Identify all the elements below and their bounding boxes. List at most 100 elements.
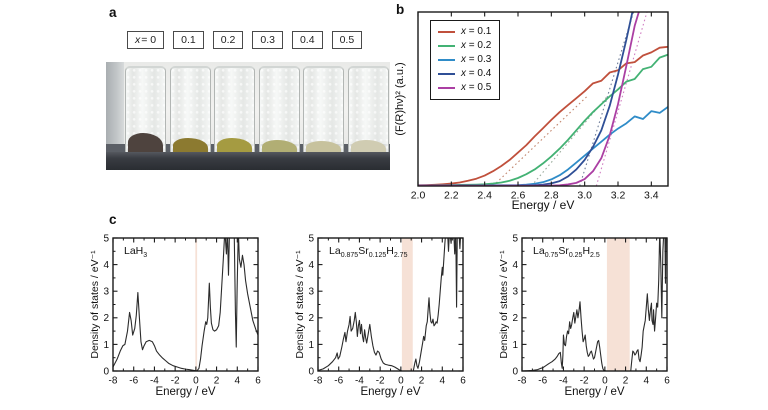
- y-axis-label: Density of states / eV⁻¹: [294, 250, 306, 359]
- legend-label: x = 0.3: [461, 54, 492, 65]
- legend-swatch: [438, 72, 455, 76]
- panel-b-label: b: [396, 2, 405, 17]
- legend-item: x = 0.1: [438, 26, 491, 38]
- y-axis-label: Density of states / eV⁻¹: [498, 250, 510, 359]
- x-tick-label: 0: [193, 376, 199, 387]
- dos-plot-la075: -8 -6 -4 -2 0 2 4 6 0 1 2 3 4 5 Energy / eV Density of …: [497, 228, 679, 400]
- legend-label: x = 0.2: [461, 40, 492, 51]
- legend-label: x = 0.1: [461, 26, 492, 37]
- x-tick-label: -8: [518, 376, 527, 387]
- extrapolation-line: [579, 12, 635, 186]
- legend-item: x = 0.3: [438, 54, 491, 66]
- plot-frame: [417, 11, 669, 187]
- x-tick-label: 6: [460, 376, 466, 387]
- y-tick-label: 3: [512, 287, 518, 298]
- series-line-total-dos: [522, 238, 667, 371]
- legend: x = 0.1 x = 0.2 x = 0.3 x = 0.4 x = 0.5: [430, 20, 501, 100]
- tauc-plot: 2.0 2.2 2.4 2.6 2.8 3.0 3.2 3.4 Energy / eV (F(R)…: [390, 0, 692, 214]
- x-axis-label: Energy / eV: [512, 198, 575, 212]
- x-tick-label: -6: [538, 376, 547, 387]
- legend-item: x = 0.4: [438, 68, 491, 80]
- x-tick-label: -2: [580, 376, 589, 387]
- y-tick-label: 4: [512, 260, 518, 271]
- sample-label-box: 0.4: [291, 31, 323, 49]
- y-tick-label: 4: [103, 260, 109, 271]
- dos-plot-lah3: -8 -6 -4 -2 0 2 4 6 0 1 2 3 4 5 Energy / eV Density of …: [88, 228, 270, 400]
- tauc-plot-svg: 2.0 2.2 2.4 2.6 2.8 3.0 3.2 3.4 Energy / eV (F(R)…: [394, 11, 669, 212]
- x-tick-label: -2: [171, 376, 180, 387]
- y-tick-label: 5: [103, 233, 109, 244]
- sample-vial-5: [347, 66, 389, 163]
- x-tick-label: 2: [214, 376, 220, 387]
- x-tick-label: 2.0: [411, 190, 426, 202]
- x-tick-label: 0: [602, 376, 608, 387]
- x-axis-label: Energy / eV: [564, 386, 624, 398]
- y-tick-label: 3: [103, 287, 109, 298]
- sample-label-row: x = 0 0.1 0.2 0.3 0.4 0.5: [127, 31, 363, 49]
- x-axis-label: Energy / eV: [155, 386, 215, 398]
- x-tick-label: -4: [150, 376, 159, 387]
- legend-item: x = 0.2: [438, 40, 491, 52]
- x-tick-label: 2: [623, 376, 629, 387]
- x-tick-label: 2.6: [511, 190, 526, 202]
- legend-swatch: [438, 30, 455, 34]
- series-line-x=0.3: [418, 106, 668, 186]
- y-tick-label: 5: [308, 233, 314, 244]
- y-tick-label: 1: [308, 340, 314, 351]
- series-line-total-dos: [113, 238, 258, 371]
- x-tick-label: -4: [559, 376, 568, 387]
- x-tick-label: -4: [355, 376, 364, 387]
- x-tick-label: 2.2: [444, 190, 459, 202]
- x-tick-label: 6: [664, 376, 670, 387]
- legend-item: x = 0.5: [438, 82, 491, 94]
- y-tick-label: 0: [512, 366, 518, 377]
- x-tick-label: -8: [314, 376, 323, 387]
- x-tick-label: 2.8: [544, 190, 559, 202]
- sample-vial-4: [303, 66, 344, 163]
- sample-label-box: 0.1: [173, 31, 204, 49]
- chemical-formula-label: La0.875Sr0.125H2.75: [329, 245, 408, 260]
- x-axis-label: Energy / eV: [360, 386, 420, 398]
- legend-swatch: [438, 58, 455, 62]
- vial-rack-front-rail: [106, 152, 390, 170]
- x-tick-label: -2: [376, 376, 385, 387]
- y-axis-label: Density of states / eV⁻¹: [89, 250, 101, 359]
- chemical-formula-label: LaH3: [124, 245, 148, 260]
- y-axis-label: (F(R)hν)² (a.u.): [394, 62, 406, 135]
- x-tick-label: -8: [109, 376, 118, 387]
- dos-la075-svg: -8 -6 -4 -2 0 2 4 6 0 1 2 3 4 5 Energy / eV Density of …: [498, 233, 670, 398]
- dos-lah3-svg: -8 -6 -4 -2 0 2 4 6 0 1 2 3 4 5 Energy / eV Density of …: [89, 233, 261, 398]
- y-tick-label: 2: [308, 313, 314, 324]
- panel-c-label: c: [109, 212, 117, 227]
- x-tick-label: 4: [440, 376, 446, 387]
- x-tick-label: 3.2: [611, 190, 626, 202]
- sample-label-box: 0.5: [331, 31, 363, 49]
- sample-label-box: x = 0: [127, 31, 165, 49]
- band-gap-highlight: [195, 238, 198, 371]
- x-tick-label: 3.0: [577, 190, 592, 202]
- x-tick-label: -6: [334, 376, 343, 387]
- x-tick-label: 6: [255, 376, 261, 387]
- y-tick-label: 2: [512, 313, 518, 324]
- band-gap-highlight: [401, 238, 413, 371]
- sample-vial-1: [169, 66, 211, 163]
- extrapolation-line: [595, 12, 648, 186]
- dos-la0875-svg: -8 -6 -4 -2 0 2 4 6 0 1 2 3 4 5 Energy / eV Density of …: [294, 233, 466, 398]
- y-tick-label: 0: [308, 366, 314, 377]
- x-tick-label: 0: [398, 376, 404, 387]
- x-tick-label: 4: [235, 376, 241, 387]
- sample-label-box: 0.2: [212, 31, 244, 49]
- x-tick-label: 3.4: [644, 190, 659, 202]
- y-tick-label: 5: [512, 233, 518, 244]
- y-tick-label: 1: [512, 340, 518, 351]
- sample-photo: [106, 62, 390, 170]
- y-tick-label: 0: [103, 366, 109, 377]
- y-tick-label: 4: [308, 260, 314, 271]
- band-gap-highlight: [606, 238, 630, 371]
- legend-swatch: [438, 44, 455, 48]
- y-tick-label: 3: [308, 287, 314, 298]
- x-tick-label: 2.4: [477, 190, 492, 202]
- dos-plot-la0875: -8 -6 -4 -2 0 2 4 6 0 1 2 3 4 5 Energy / eV Density of …: [293, 228, 475, 400]
- chemical-formula-label: La0.75Sr0.25H2.5: [533, 245, 600, 260]
